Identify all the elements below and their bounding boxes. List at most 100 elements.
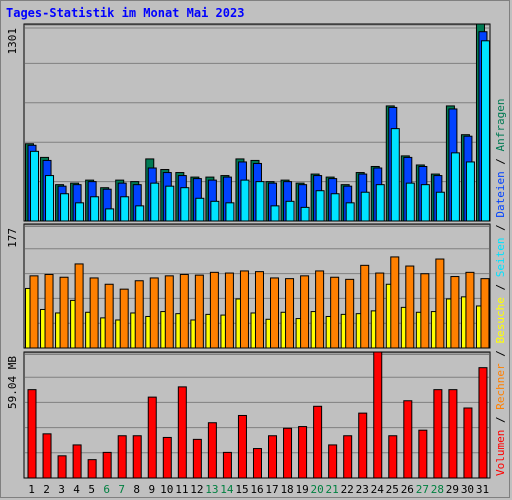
legend-separator: / bbox=[494, 151, 507, 171]
rechner-bar bbox=[270, 277, 280, 349]
day-label: 7 bbox=[118, 483, 125, 496]
volumen-bar bbox=[57, 455, 67, 479]
volumen-bar bbox=[42, 433, 52, 479]
legend-besuche: Besuche bbox=[494, 297, 507, 343]
rechner-bar bbox=[134, 280, 144, 349]
volumen-bar bbox=[252, 448, 262, 479]
day-label: 4 bbox=[73, 483, 80, 496]
chart-title: Tages-Statistik im Monat Mai 2023 bbox=[6, 6, 245, 20]
volumen-bar bbox=[207, 422, 217, 479]
seiten-bar bbox=[120, 196, 130, 222]
day-label: 8 bbox=[133, 483, 140, 496]
day-label: 23 bbox=[356, 483, 369, 496]
seiten-bar bbox=[210, 200, 220, 222]
volumen-bar bbox=[448, 389, 458, 479]
day-label: 17 bbox=[265, 483, 278, 496]
seiten-bar bbox=[360, 191, 370, 222]
seiten-bar bbox=[195, 197, 205, 222]
day-label: 19 bbox=[295, 483, 308, 496]
volumen-bar bbox=[222, 451, 232, 479]
volumen-bar bbox=[177, 386, 187, 479]
day-label: 10 bbox=[160, 483, 173, 496]
rechner-bar bbox=[345, 278, 355, 349]
volumen-bar bbox=[117, 435, 127, 479]
day-label: 2 bbox=[43, 483, 50, 496]
seiten-bar bbox=[240, 179, 250, 222]
seiten-bar bbox=[150, 182, 160, 222]
day-label: 31 bbox=[476, 483, 489, 496]
day-label: 26 bbox=[401, 483, 414, 496]
vertical-legend: Volumen / Rechner / Besuche / Seiten / D… bbox=[494, 98, 507, 476]
rechner-bar bbox=[59, 276, 69, 349]
rechner-bar bbox=[360, 264, 370, 349]
seiten-bar bbox=[435, 191, 445, 222]
rechner-bar bbox=[119, 288, 129, 349]
rechner-bar bbox=[179, 273, 189, 349]
seiten-bar bbox=[330, 193, 340, 222]
volumen-bar bbox=[102, 451, 112, 479]
volumen-bar bbox=[343, 435, 353, 479]
legend-volumen: Volumen bbox=[494, 430, 507, 476]
volumen-bar bbox=[87, 459, 97, 479]
day-label: 27 bbox=[416, 483, 429, 496]
seiten-bar bbox=[75, 202, 85, 222]
volumen-bar bbox=[418, 429, 428, 479]
rechner-bar bbox=[224, 272, 234, 349]
day-label: 15 bbox=[235, 483, 248, 496]
seiten-bar bbox=[390, 128, 400, 222]
volumen-bar bbox=[132, 435, 142, 479]
day-label: 20 bbox=[311, 483, 324, 496]
day-label: 22 bbox=[341, 483, 354, 496]
rechner-bar bbox=[149, 277, 159, 349]
day-label: 25 bbox=[386, 483, 399, 496]
rechner-bar bbox=[209, 271, 219, 349]
seiten-bar bbox=[285, 200, 295, 222]
rechner-bar bbox=[104, 283, 114, 349]
seiten-bar bbox=[225, 202, 235, 222]
volumen-bar bbox=[192, 438, 202, 479]
volumen-bar bbox=[27, 389, 37, 479]
seiten-bar bbox=[315, 190, 325, 222]
volumen-bar bbox=[373, 351, 383, 479]
volumen-bar bbox=[313, 405, 323, 479]
day-label: 3 bbox=[58, 483, 65, 496]
volumen-bar bbox=[478, 367, 488, 479]
seiten-bar bbox=[135, 205, 145, 222]
volumen-bar bbox=[72, 444, 82, 479]
day-label: 5 bbox=[88, 483, 95, 496]
rechner-bar bbox=[465, 271, 475, 349]
legend-seiten: Seiten bbox=[494, 238, 507, 278]
volumen-bar bbox=[433, 389, 443, 479]
day-label: 9 bbox=[148, 483, 155, 496]
rechner-bar bbox=[44, 273, 54, 349]
legend-dateien: Dateien bbox=[494, 171, 507, 217]
seiten-bar bbox=[450, 152, 460, 222]
day-label: 11 bbox=[175, 483, 188, 496]
volumen-bar bbox=[463, 407, 473, 479]
rechner-bar bbox=[300, 275, 310, 349]
seiten-bar bbox=[45, 175, 55, 222]
volumen-bar bbox=[403, 400, 413, 479]
seiten-bar bbox=[255, 181, 265, 222]
legend-separator: / bbox=[494, 277, 507, 297]
day-label: 16 bbox=[250, 483, 263, 496]
volumen-bar bbox=[283, 427, 293, 479]
rechner-bar bbox=[89, 277, 99, 349]
rechner-bar bbox=[420, 273, 430, 349]
day-label: 30 bbox=[461, 483, 474, 496]
seiten-bar bbox=[420, 184, 430, 222]
bottom-ymax-label: 59.04 MB bbox=[6, 356, 19, 409]
volumen-bar bbox=[388, 435, 398, 479]
top-ymax-label: 1301 bbox=[6, 28, 19, 55]
legend-separator: / bbox=[494, 344, 507, 364]
day-label: 18 bbox=[280, 483, 293, 496]
volumen-bar bbox=[358, 412, 368, 479]
day-label: 24 bbox=[371, 483, 385, 496]
legend-separator: / bbox=[494, 218, 507, 238]
day-label: 21 bbox=[326, 483, 339, 496]
seiten-bar bbox=[30, 150, 39, 222]
seiten-bar bbox=[270, 205, 280, 222]
rechner-bar bbox=[164, 275, 174, 349]
seiten-bar bbox=[465, 161, 475, 222]
